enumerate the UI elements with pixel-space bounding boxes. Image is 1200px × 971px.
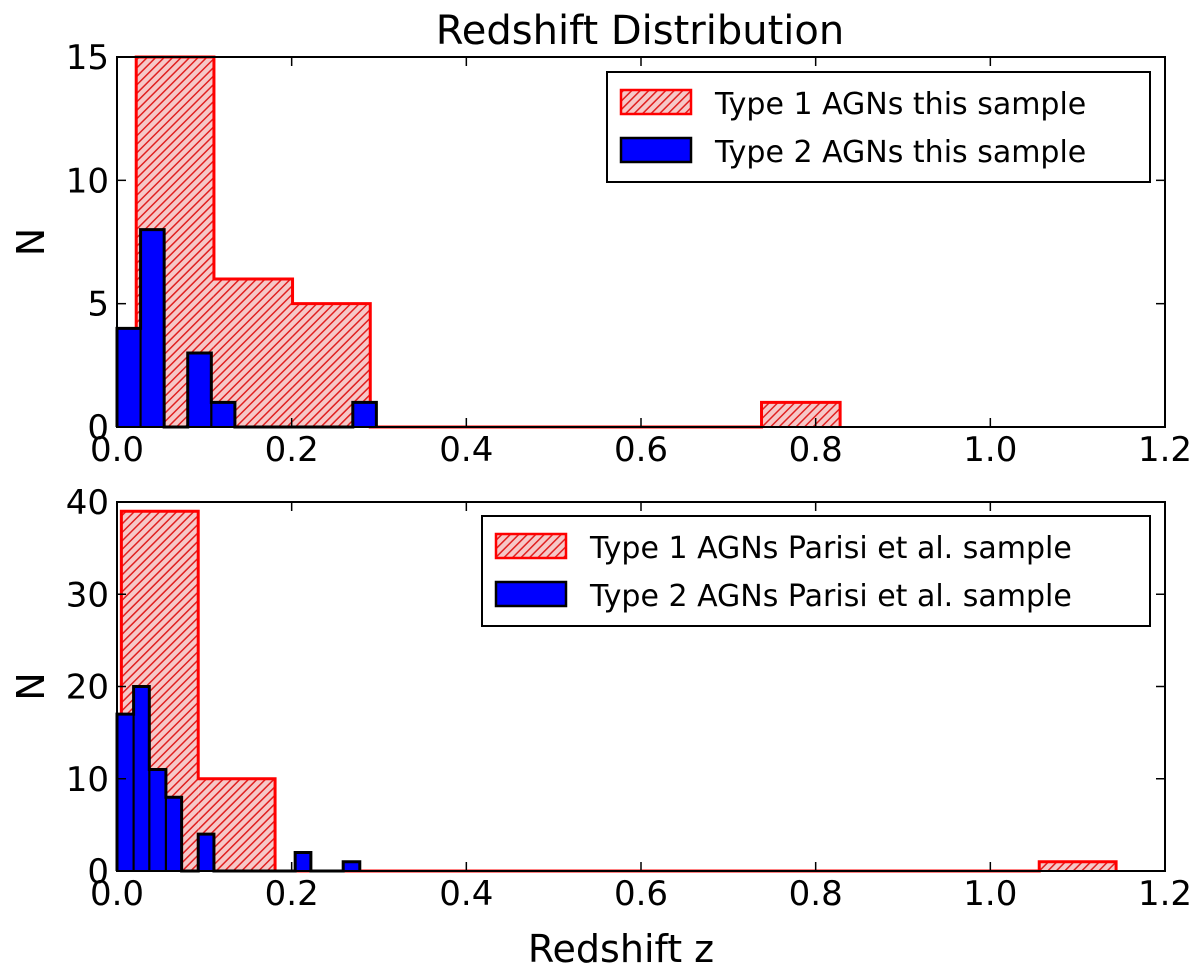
y-tick-label: 5 [87, 285, 109, 325]
legend-swatch-type2 [494, 580, 568, 608]
x-tick-label: 0.2 [265, 430, 319, 470]
histogram-bar [761, 402, 841, 427]
histogram-bar [198, 834, 214, 871]
histogram-bar [117, 714, 134, 871]
top-histogram-panel: 0.0 0.2 0.4 0.6 0.8 1.0 1.2 0 5 10 15 N Type 1 AGNs … [9, 38, 1192, 470]
x-tick-label: 1.0 [963, 430, 1017, 470]
histogram-bar [211, 402, 235, 427]
x-tick-label: 0.4 [439, 874, 493, 914]
histogram-bar [149, 769, 166, 871]
x-tick-label: 0.8 [789, 874, 843, 914]
type2-series [115, 228, 378, 429]
histogram-bar [187, 353, 212, 427]
x-tick-label: 1.2 [1138, 874, 1192, 914]
x-tick-label: 0.0 [90, 430, 144, 470]
y-tick-label: 10 [66, 161, 109, 201]
legend-swatch-type1 [494, 532, 568, 560]
x-tick-label: 0.6 [614, 874, 668, 914]
x-axis-label: Redshift z [528, 927, 714, 971]
legend-label: Type 2 AGNs Parisi et al. sample [589, 579, 1072, 614]
legend-box [481, 515, 1151, 627]
x-tick-label: 0.4 [439, 430, 493, 470]
x-tick-label: 0.0 [90, 874, 144, 914]
y-tick-label: 0 [87, 408, 109, 448]
x-tick-label: 0.6 [614, 430, 668, 470]
histogram-bar [133, 686, 150, 871]
y-tick-label: 0 [87, 852, 109, 892]
y-tick-label: 30 [66, 575, 109, 615]
legend: Type 1 AGNs this sample Type 2 AGNs this … [606, 71, 1151, 183]
legend-swatch-type2 [619, 136, 693, 164]
histogram-bar [295, 852, 311, 871]
legend-label: Type 2 AGNs this sample [714, 135, 1086, 170]
histogram-bar [117, 328, 141, 427]
legend-label: Type 1 AGNs this sample [714, 87, 1086, 122]
legend-swatch-type1 [619, 88, 693, 116]
histogram-bar [165, 797, 182, 871]
y-axis-label: N [9, 228, 53, 256]
x-tick-label: 1.2 [1138, 430, 1192, 470]
bottom-histogram-panel: 0.0 0.2 0.4 0.6 0.8 1.0 1.2 0 10 20 30 40 N Redshift … [9, 483, 1192, 971]
legend-label: Type 1 AGNs Parisi et al. sample [589, 531, 1072, 566]
y-axis-label: N [9, 672, 53, 700]
x-tick-label: 1.0 [963, 874, 1017, 914]
histogram-bar [1039, 861, 1117, 871]
type1-series [134, 55, 842, 429]
histogram-bar [140, 229, 165, 427]
y-tick-label: 10 [66, 760, 109, 800]
histogram-bar [352, 402, 377, 427]
y-tick-label: 20 [66, 668, 109, 708]
legend: Type 1 AGNs Parisi et al. sample Type 2 A… [481, 515, 1151, 627]
y-tick-label: 40 [66, 483, 109, 523]
x-tick-label: 0.2 [265, 874, 319, 914]
histogram-bar [343, 861, 360, 871]
x-tick-label: 0.8 [789, 430, 843, 470]
legend-box [606, 71, 1151, 183]
y-tick-label: 15 [66, 38, 109, 78]
figure-title: Redshift Distribution [436, 8, 844, 54]
